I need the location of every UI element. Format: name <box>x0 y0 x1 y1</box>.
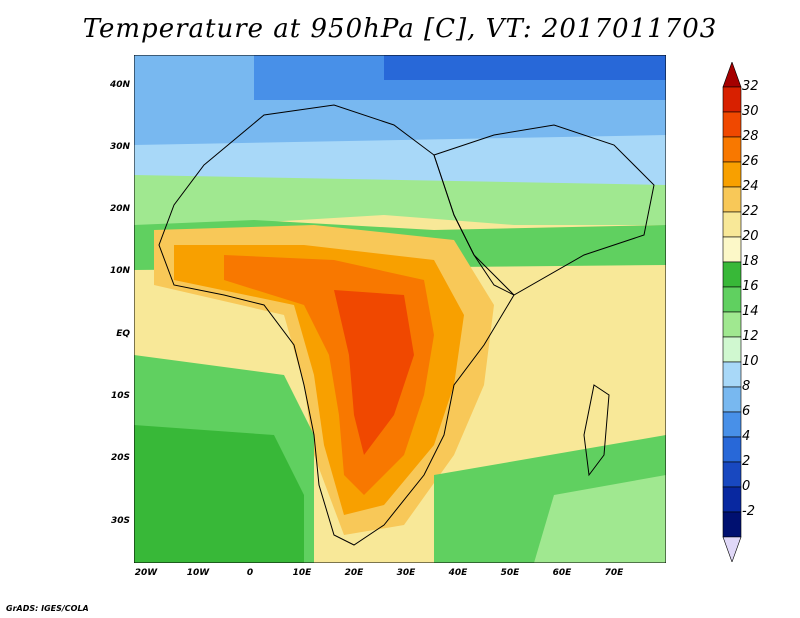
colorbar-segment <box>722 161 742 188</box>
arabia-outline <box>433 124 655 296</box>
colorbar-label: 12 <box>742 329 759 344</box>
colorbar-segment <box>722 311 742 338</box>
colorbar-segment <box>722 211 742 238</box>
colorbar-segment <box>722 411 742 438</box>
colorbar-label: 6 <box>742 404 751 419</box>
colorbar-label: 0 <box>742 479 751 494</box>
lat-label: 10S <box>110 391 130 401</box>
colorbar-segment <box>722 86 742 113</box>
colorbar-label: 10 <box>742 354 759 369</box>
colorbar-label: 32 <box>742 79 759 94</box>
hottest-zone <box>334 290 414 455</box>
lon-label: 20E <box>344 568 364 578</box>
colorbar-label: 4 <box>742 429 751 444</box>
colorbar-segment <box>722 261 742 288</box>
colorbar-label: 28 <box>742 129 759 144</box>
lat-label: 20N <box>109 204 130 214</box>
lat-label: 20S <box>110 453 130 463</box>
temperature-map <box>133 54 667 564</box>
colorbar-label: 30 <box>742 104 759 119</box>
colorbar <box>722 62 742 562</box>
lon-label: 70E <box>604 568 624 578</box>
map-area <box>133 54 667 564</box>
colorbar-label: 20 <box>742 229 759 244</box>
colorbar-segment <box>722 511 742 538</box>
colorbar-label: 18 <box>742 254 759 269</box>
lon-label: 10W <box>186 568 210 578</box>
colorbar-segment <box>722 136 742 163</box>
lat-label: EQ <box>116 329 130 339</box>
colorbar-label: -2 <box>742 504 755 519</box>
colorbar-segment <box>722 236 742 263</box>
colorbar-segment <box>722 286 742 313</box>
madagascar-outline <box>583 384 610 477</box>
colorbar-label: 16 <box>742 279 759 294</box>
map-title: Temperature at 950hPa [C], VT: 201701170… <box>82 14 718 44</box>
lon-label: 0 <box>246 568 254 578</box>
grads-credit: GrADS: IGES/COLA <box>6 604 89 613</box>
lon-label: 60E <box>552 568 572 578</box>
colorbar-segment <box>722 62 742 88</box>
colorbar-segment <box>722 461 742 488</box>
lon-label: 50E <box>500 568 520 578</box>
colorbar-label: 14 <box>742 304 759 319</box>
colorbar-segment <box>722 336 742 363</box>
lat-label: 30S <box>110 516 130 526</box>
lat-label: 40N <box>109 80 130 90</box>
south-indian-cool <box>534 475 666 563</box>
colorbar-label: 24 <box>742 179 759 194</box>
lon-label: 10E <box>292 568 312 578</box>
colorbar-segment <box>722 186 742 213</box>
north-coldest-band <box>384 55 666 80</box>
colorbar-segment <box>722 111 742 138</box>
lat-label: 30N <box>109 142 130 152</box>
colorbar-segment <box>722 486 742 513</box>
lon-label: 30E <box>396 568 416 578</box>
south-atlantic-cool <box>134 425 304 563</box>
colorbar-label: 2 <box>742 454 751 469</box>
colorbar-segment <box>722 386 742 413</box>
lat-label: 10N <box>109 266 130 276</box>
colorbar-label: 8 <box>742 379 751 394</box>
lon-label: 20W <box>134 568 158 578</box>
colorbar-segment <box>722 361 742 388</box>
green-band-north <box>134 175 666 230</box>
colorbar-segment <box>722 436 742 463</box>
colorbar-segment <box>722 536 742 562</box>
colorbar-label: 22 <box>742 204 759 219</box>
colorbar-label: 26 <box>742 154 759 169</box>
lon-label: 40E <box>448 568 468 578</box>
